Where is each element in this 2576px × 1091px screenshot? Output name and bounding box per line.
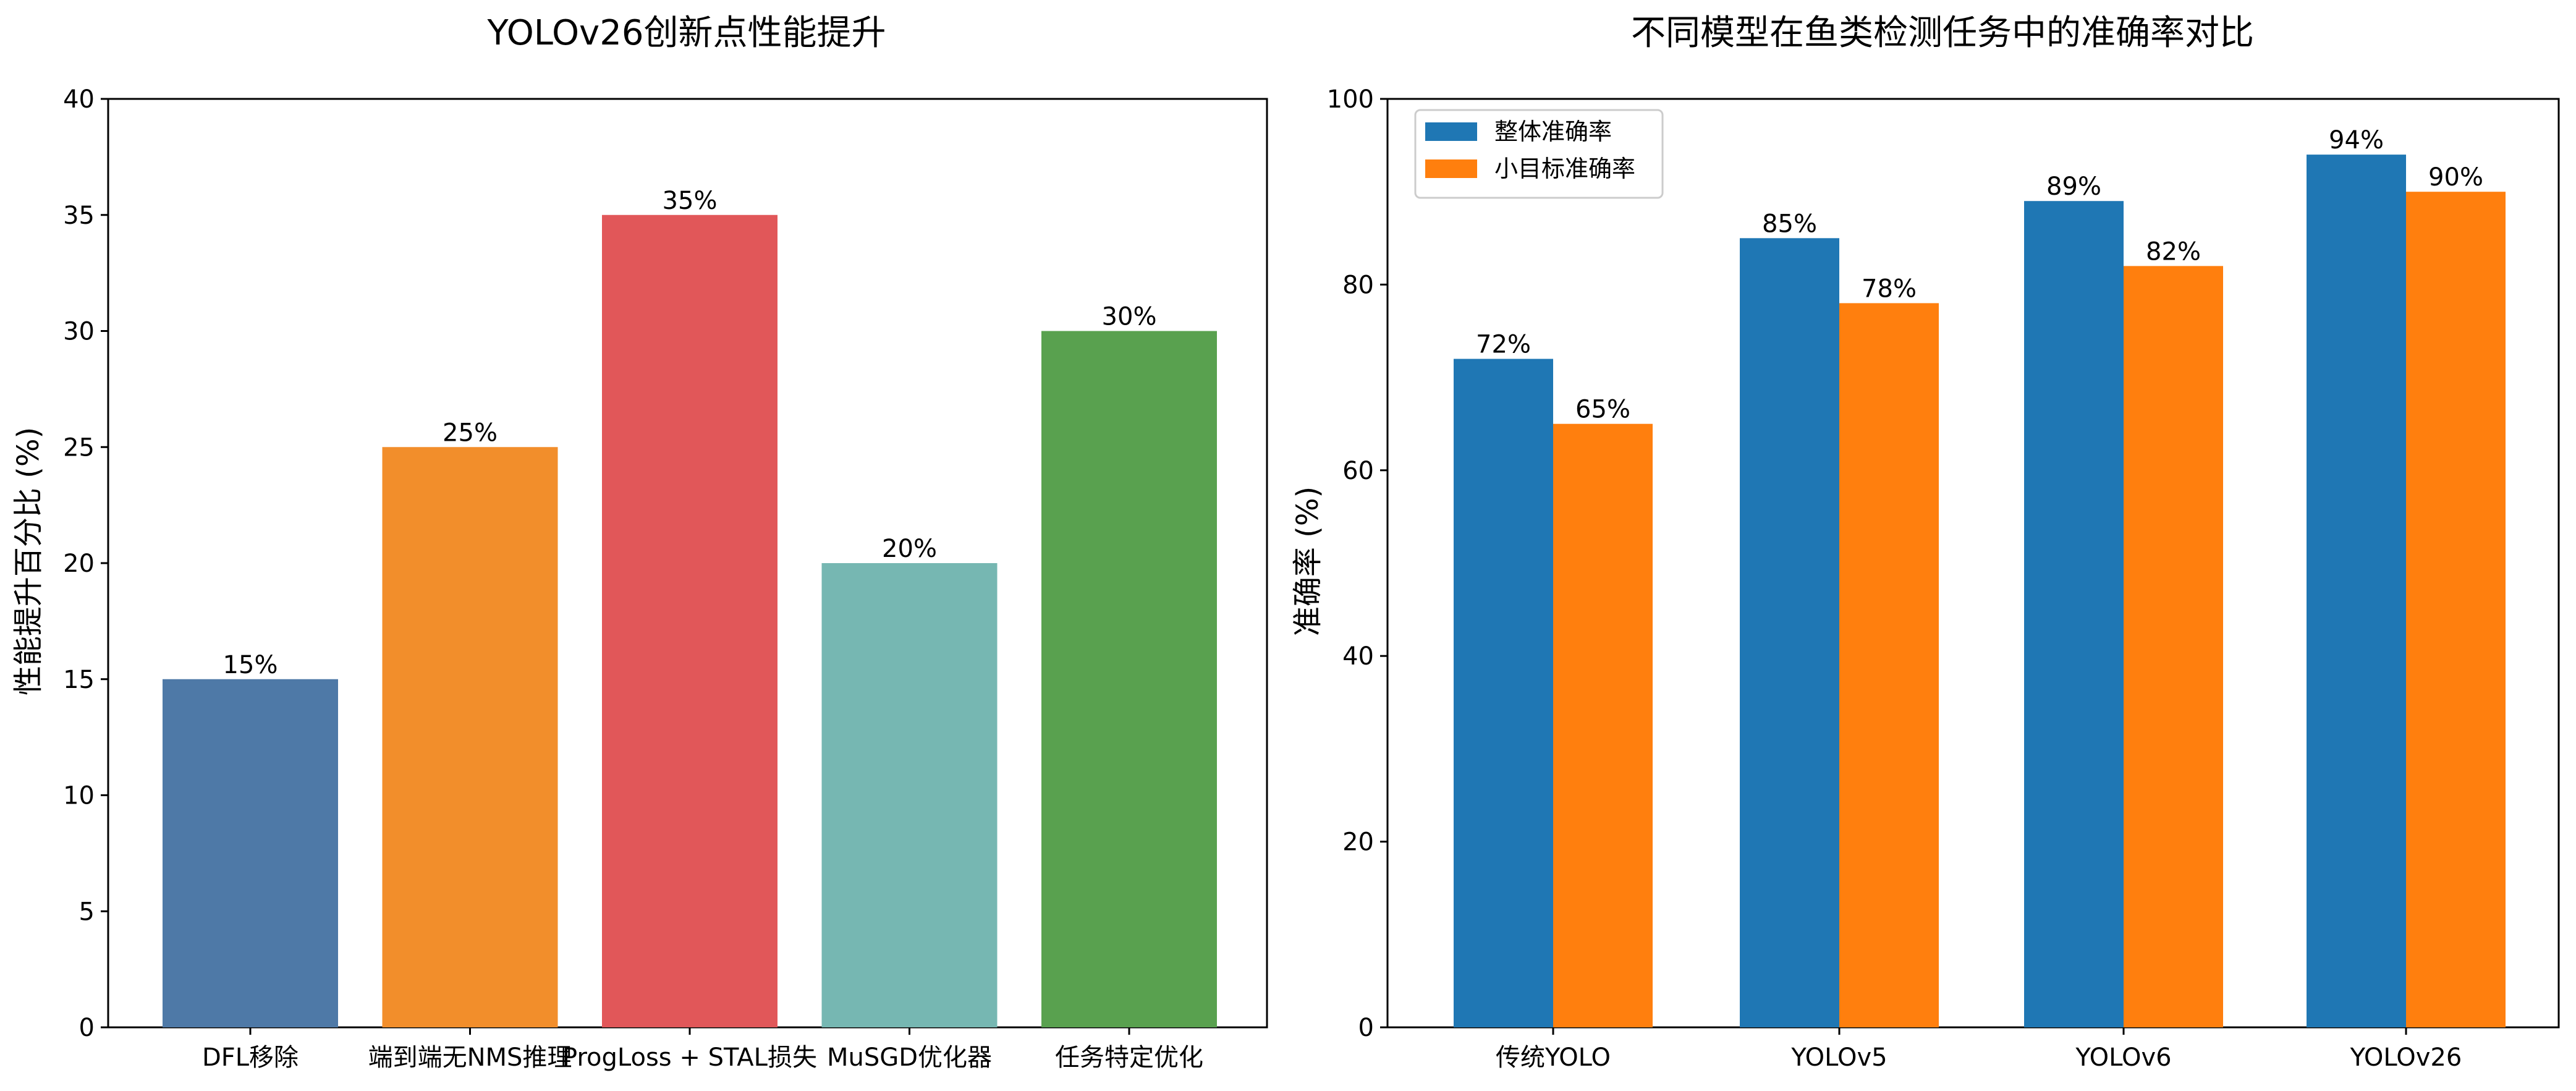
data-label: 20% <box>882 535 937 563</box>
y-tick-label: 40 <box>1342 642 1374 671</box>
bar-5 <box>1041 331 1217 1027</box>
data-label: 72% <box>1476 331 1531 359</box>
x-tick-label: 任务特定优化 <box>1055 1043 1203 1072</box>
y-tick-label: 30 <box>63 318 95 346</box>
data-label: 90% <box>2428 163 2483 192</box>
y-tick-label: 0 <box>1358 1014 1374 1042</box>
x-tick-label: ProgLoss + STAL损失 <box>562 1043 817 1072</box>
bar-overall-2 <box>1740 238 1839 1027</box>
data-label: 89% <box>2046 172 2101 201</box>
y-tick-label: 5 <box>79 898 95 926</box>
data-label: 35% <box>663 187 718 215</box>
x-tick-label: 传统YOLO <box>1496 1043 1611 1072</box>
legend-label: 小目标准确率 <box>1494 155 1635 182</box>
bar-overall-3 <box>2024 201 2124 1028</box>
x-tick-label: DFL移除 <box>202 1043 299 1072</box>
bar-small-object-3 <box>2124 266 2223 1027</box>
bar-4 <box>821 563 998 1027</box>
data-label: 65% <box>1575 396 1630 424</box>
bar-small-object-1 <box>1553 423 1653 1027</box>
chart-performance-improvement: YOLOv26创新点性能提升 性能提升百分比 (%) 0 5 10 15 20 25 30 3… <box>11 13 1268 1072</box>
x-tick-label: 端到端无NMS推理 <box>368 1043 572 1072</box>
legend-swatch <box>1425 159 1477 178</box>
x-tick-label: YOLOv26 <box>2350 1043 2462 1072</box>
bar-small-object-2 <box>1839 303 1939 1028</box>
y-tick-label: 20 <box>1342 828 1374 857</box>
chart-title: YOLOv26创新点性能提升 <box>487 13 886 53</box>
legend-label: 整体准确率 <box>1494 118 1612 145</box>
y-tick-label: 15 <box>63 666 95 694</box>
y-axis-label: 性能提升百分比 (%) <box>11 427 46 695</box>
y-tick-label: 80 <box>1342 271 1374 299</box>
bar-small-object-4 <box>2406 192 2506 1028</box>
data-label: 15% <box>223 651 278 679</box>
data-label: 94% <box>2329 126 2384 155</box>
data-label: 25% <box>443 418 498 447</box>
data-label: 78% <box>1862 274 1917 303</box>
y-tick-label: 25 <box>63 433 95 462</box>
data-label: 82% <box>2146 237 2201 266</box>
data-label: 30% <box>1102 303 1157 331</box>
bar-1 <box>163 679 338 1027</box>
y-tick-label: 10 <box>63 782 95 810</box>
plot-area: 0 5 10 15 20 25 30 35 40 15% DFL移除 25% 端到端无NMS推理 35% P… <box>63 85 1268 1072</box>
y-tick-label: 20 <box>63 550 95 578</box>
x-tick-label: YOLOv5 <box>1790 1043 1887 1072</box>
chart-title: 不同模型在鱼类检测任务中的准确率对比 <box>1631 13 2254 53</box>
chart-accuracy-comparison: 不同模型在鱼类检测任务中的准确率对比 准确率 (%) 0 20 40 60 80 100 7… <box>1290 13 2560 1072</box>
data-label: 85% <box>1762 210 1817 238</box>
y-tick-label: 0 <box>79 1014 95 1042</box>
bar-overall-4 <box>2307 155 2406 1027</box>
y-tick-label: 60 <box>1342 457 1374 485</box>
axes-frame <box>1386 98 2560 1029</box>
plot-area: 0 20 40 60 80 100 72% 65% 传统YOLO 85% 78% YOLOv5 89% 8… <box>1327 85 2560 1072</box>
x-tick-label: MuSGD优化器 <box>827 1043 992 1072</box>
bar-2 <box>382 447 558 1027</box>
legend-swatch <box>1425 122 1477 141</box>
bar-overall-1 <box>1454 359 1553 1027</box>
x-tick-label: YOLOv6 <box>2075 1043 2171 1072</box>
bar-3 <box>602 214 777 1027</box>
y-tick-label: 40 <box>63 85 95 114</box>
y-axis-label: 准确率 (%) <box>1290 486 1325 636</box>
y-tick-label: 100 <box>1327 85 1374 114</box>
y-tick-label: 35 <box>63 202 95 230</box>
